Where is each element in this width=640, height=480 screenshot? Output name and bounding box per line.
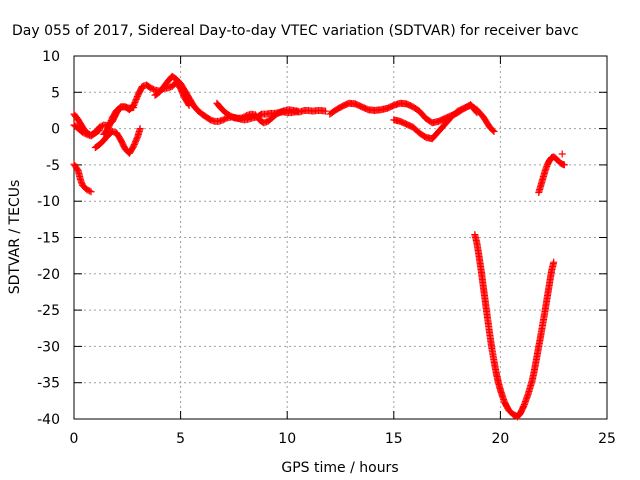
- x-tick-label: 5: [176, 431, 185, 447]
- data-point-marker: [294, 107, 302, 115]
- data-points: [70, 72, 568, 421]
- y-tick-label: 5: [51, 85, 60, 101]
- y-tick-label: -25: [37, 303, 60, 319]
- y-tick-label: -35: [37, 376, 60, 392]
- y-tick-label: 10: [42, 49, 60, 65]
- grid-lines: [74, 56, 607, 419]
- data-point-marker: [550, 258, 558, 266]
- y-tick-label: -40: [37, 412, 60, 428]
- axis-ticks: [73, 55, 608, 420]
- x-tick-label: 0: [70, 431, 79, 447]
- x-tick-label: 20: [491, 431, 509, 447]
- x-tick-label: 15: [385, 431, 403, 447]
- x-axis-label: GPS time / hours: [281, 460, 398, 476]
- data-point-marker: [472, 107, 480, 115]
- data-point-marker: [560, 161, 568, 169]
- y-tick-label: -15: [37, 231, 60, 247]
- y-tick-label: -5: [46, 158, 60, 174]
- data-point-marker: [86, 187, 94, 195]
- y-axis-label: SDTVAR / TECUs: [7, 180, 23, 295]
- chart-title: Day 055 of 2017, Sidereal Day-to-day VTE…: [12, 23, 579, 39]
- y-tick-label: -10: [37, 194, 60, 210]
- data-point-marker: [87, 188, 95, 196]
- x-tick-label: 10: [278, 431, 296, 447]
- data-point-marker: [558, 150, 566, 158]
- y-tick-label: -20: [37, 267, 60, 283]
- y-tick-labels: -40 -35 -30 -25 -20 -15 -10 -5 0 5 10: [37, 49, 60, 428]
- data-point-marker: [322, 107, 330, 115]
- data-point-marker: [489, 126, 497, 134]
- y-tick-label: -30: [37, 339, 60, 355]
- data-point-marker: [136, 125, 144, 133]
- data-point-marker: [95, 127, 103, 135]
- data-point-marker: [490, 128, 498, 136]
- y-tick-label: 0: [51, 122, 60, 138]
- data-point-marker: [473, 109, 481, 117]
- data-point-marker: [96, 126, 104, 134]
- x-tick-labels: 0 5 10 15 20 25: [70, 431, 616, 447]
- x-tick-label: 25: [598, 431, 616, 447]
